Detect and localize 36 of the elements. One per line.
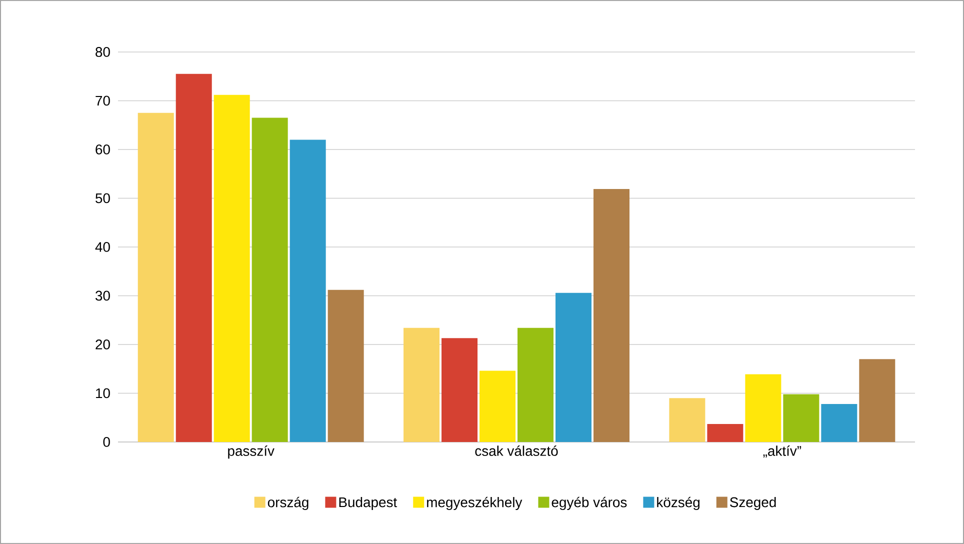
bar [404,328,440,442]
bar [176,74,212,442]
bar [252,118,288,442]
y-tick-label: 10 [96,388,110,398]
x-tick-label: „aktív” [763,445,802,458]
bar [138,112,174,442]
bar [669,398,706,442]
bar [707,424,744,442]
y-tick-label: 60 [96,144,110,154]
bar [859,359,896,442]
bar [556,292,592,442]
legend-label: község [657,496,700,510]
bar [290,140,326,442]
bar [442,338,478,442]
bar [480,370,516,442]
y-tick-label: 20 [96,340,110,350]
y-tick-label: 30 [96,290,110,301]
bar [783,394,820,442]
y-tick-label: 70 [96,96,110,106]
x-tick-label: passzív [228,445,274,459]
bar [745,374,782,442]
y-tick-label: 0 [103,437,110,447]
y-tick-label: 80 [96,47,110,57]
y-tick-label: 40 [95,242,110,252]
legend-label: Budapest [339,496,398,510]
x-tick-label: csak választó [475,445,558,456]
bar [214,94,250,442]
bar [518,328,554,442]
y-tick-label: 50 [96,193,110,204]
bar [593,188,630,442]
legend-label: ország [268,496,308,510]
legend-label: megyeszékhely [427,496,522,510]
legend-label: Szeged [730,496,776,510]
bar [328,290,364,442]
legend-label: egyéb város [552,496,627,510]
bar [821,404,858,442]
